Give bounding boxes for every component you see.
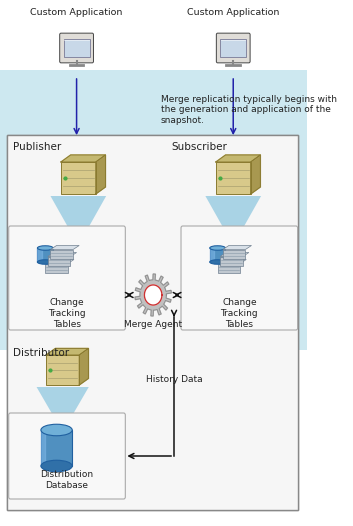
Text: Publisher: Publisher — [13, 142, 61, 152]
Polygon shape — [50, 249, 73, 258]
Ellipse shape — [210, 260, 226, 264]
FancyBboxPatch shape — [46, 355, 79, 385]
Polygon shape — [41, 430, 45, 466]
Polygon shape — [135, 274, 171, 316]
FancyBboxPatch shape — [181, 226, 298, 330]
Polygon shape — [210, 248, 214, 262]
FancyBboxPatch shape — [9, 226, 125, 330]
FancyBboxPatch shape — [0, 70, 307, 350]
FancyBboxPatch shape — [64, 38, 90, 57]
FancyBboxPatch shape — [61, 162, 96, 194]
FancyBboxPatch shape — [210, 248, 226, 262]
Text: Merge Agent: Merge Agent — [124, 320, 182, 329]
Text: Distributor: Distributor — [13, 348, 69, 358]
FancyBboxPatch shape — [37, 248, 53, 262]
Text: Change
Tracking
Tables: Change Tracking Tables — [48, 298, 86, 329]
FancyBboxPatch shape — [9, 413, 125, 499]
Polygon shape — [48, 252, 77, 257]
Polygon shape — [223, 249, 245, 258]
Text: Distribution
Database: Distribution Database — [41, 470, 94, 490]
Polygon shape — [45, 259, 74, 264]
Text: Merge replication typically begins with
the generation and application of the
sn: Merge replication typically begins with … — [161, 95, 337, 125]
Text: Custom Application: Custom Application — [187, 8, 280, 17]
FancyBboxPatch shape — [216, 162, 251, 194]
Polygon shape — [50, 196, 106, 230]
Ellipse shape — [37, 246, 53, 250]
Text: History Data: History Data — [146, 375, 202, 384]
Polygon shape — [79, 348, 89, 385]
Polygon shape — [96, 155, 106, 194]
FancyBboxPatch shape — [7, 135, 299, 510]
Text: Change
Tracking
Tables: Change Tracking Tables — [221, 298, 258, 329]
Polygon shape — [37, 387, 89, 420]
Polygon shape — [205, 196, 261, 230]
Polygon shape — [251, 155, 261, 194]
Ellipse shape — [41, 424, 72, 436]
FancyBboxPatch shape — [220, 38, 246, 57]
Polygon shape — [50, 246, 79, 249]
Ellipse shape — [41, 460, 72, 472]
FancyBboxPatch shape — [216, 33, 250, 63]
FancyBboxPatch shape — [7, 135, 299, 510]
Polygon shape — [223, 246, 251, 249]
Polygon shape — [217, 259, 246, 264]
Polygon shape — [217, 264, 240, 272]
Polygon shape — [37, 248, 42, 262]
Polygon shape — [61, 155, 106, 162]
Polygon shape — [45, 264, 68, 272]
Polygon shape — [220, 257, 243, 266]
Polygon shape — [48, 257, 71, 266]
Text: Subscriber: Subscriber — [172, 142, 227, 152]
FancyBboxPatch shape — [41, 430, 72, 466]
Text: Custom Application: Custom Application — [30, 8, 123, 17]
Polygon shape — [220, 252, 249, 257]
Polygon shape — [46, 348, 89, 355]
Ellipse shape — [210, 246, 226, 250]
Polygon shape — [144, 285, 162, 305]
FancyBboxPatch shape — [60, 33, 94, 63]
Polygon shape — [216, 155, 261, 162]
Ellipse shape — [37, 260, 53, 264]
